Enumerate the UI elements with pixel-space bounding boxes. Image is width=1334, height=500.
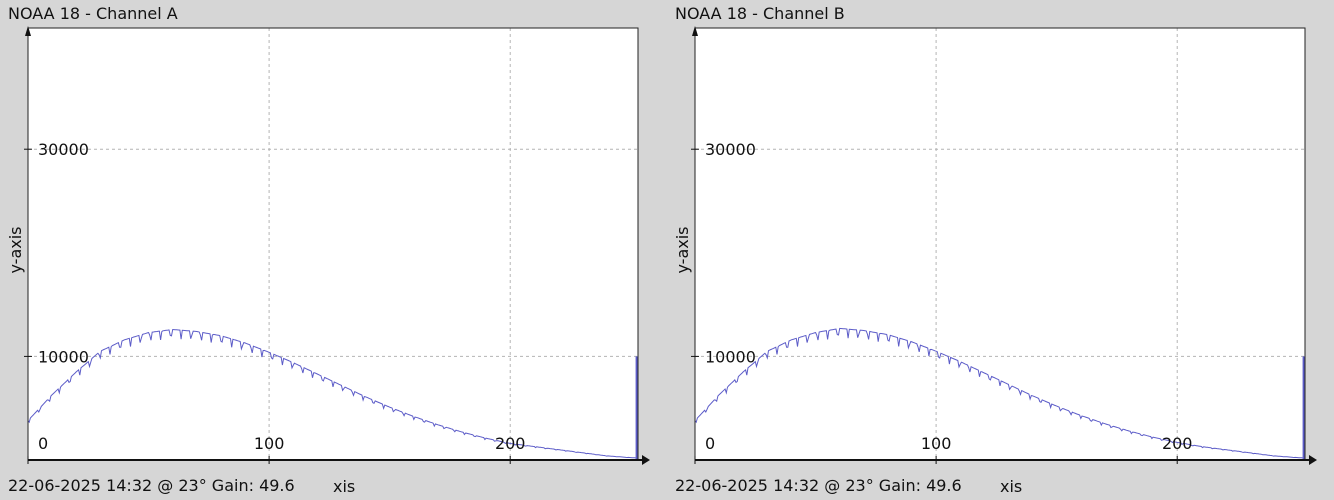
plot-area <box>28 28 638 460</box>
plot-area <box>695 28 1305 460</box>
x-tick-label: 200 <box>495 434 526 453</box>
x-tick-label: 0 <box>38 434 48 453</box>
x-tick-label: 200 <box>1162 434 1193 453</box>
x-axis-label-fragment: xis <box>1000 477 1022 496</box>
status-footer: 22-06-2025 14:32 @ 23° Gain: 49.6 <box>675 476 962 495</box>
x-tick-label: 0 <box>705 434 715 453</box>
y-axis-arrow <box>25 26 31 36</box>
y-axis-arrow <box>692 26 698 36</box>
panel-channel-a: NOAA 18 - Channel A 10000 30000 0 100 200 y-a… <box>6 4 650 496</box>
y-axis-label: y-axis <box>6 226 25 273</box>
series-line <box>694 327 1303 459</box>
x-tick-label: 100 <box>254 434 285 453</box>
y-tick-label: 30000 <box>38 140 89 159</box>
y-tick-label: 30000 <box>705 140 756 159</box>
series-line <box>27 328 636 459</box>
panel-channel-b: NOAA 18 - Channel B 10000 30000 0 100 200 y-a… <box>667 0 1334 500</box>
y-axis-label: y-axis <box>673 226 692 273</box>
chart-b-plot: 10000 30000 0 100 200 y-axis xis <box>673 26 1317 496</box>
x-tick-label: 100 <box>921 434 952 453</box>
chart-a-plot: 10000 30000 0 100 200 y-axis xis <box>6 26 650 496</box>
x-axis-label-fragment: xis <box>333 477 355 496</box>
y-tick-label: 10000 <box>705 347 756 366</box>
y-tick-label: 10000 <box>38 347 89 366</box>
chart-title: NOAA 18 - Channel A <box>8 4 178 23</box>
x-axis-arrow <box>642 455 650 465</box>
x-axis-arrow <box>1309 455 1317 465</box>
chart-title: NOAA 18 - Channel B <box>675 4 845 23</box>
status-footer: 22-06-2025 14:32 @ 23° Gain: 49.6 <box>8 476 295 495</box>
